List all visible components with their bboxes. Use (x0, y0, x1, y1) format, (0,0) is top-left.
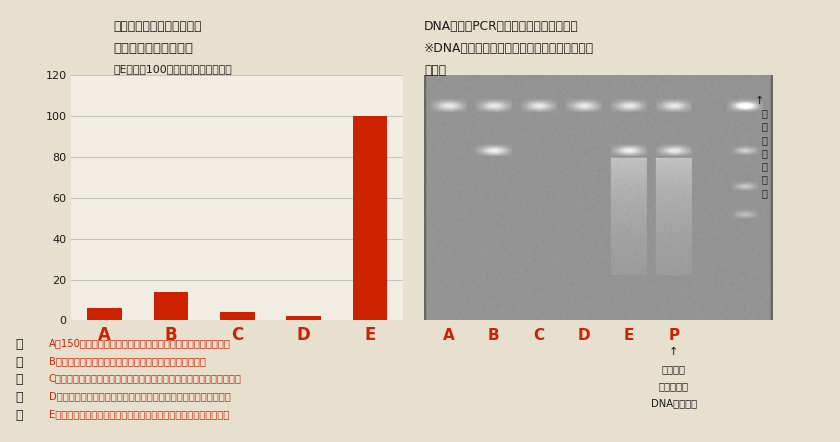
Text: E: E (623, 328, 634, 343)
Bar (220, 312, 255, 320)
Bar (286, 316, 321, 320)
Text: DNA分析（PCR法）の結果（電気泳動）: DNA分析（PCR法）の結果（電気泳動） (424, 20, 579, 33)
Text: B: B (488, 328, 500, 343)
Text: E：ふだん勇建工業で使っている中塗り土の原料の藁（混練り前）: E：ふだん勇建工業で使っている中塗り土の原料の藁（混練り前） (49, 409, 229, 419)
Text: ー: ー (761, 188, 767, 198)
Text: （Eの値を100とした相対比で示す）: （Eの値を100とした相対比で示す） (113, 64, 232, 74)
Text: C: C (533, 328, 544, 343)
Text: A：150年以上前から腐らせてある京都の中塗り土（長期発酵）: A：150年以上前から腐らせてある京都の中塗り土（長期発酵） (49, 338, 231, 348)
Text: P: P (669, 328, 680, 343)
Text: イ: イ (761, 122, 767, 132)
Text: 容: 容 (15, 409, 23, 422)
Text: 料: 料 (15, 356, 23, 369)
Text: 試: 試 (15, 338, 23, 351)
Text: B：ふだん勇建工業で施工している中塗り土（発酵済み）: B：ふだん勇建工業で施工している中塗り土（発酵済み） (49, 356, 206, 366)
Text: 内: 内 (15, 391, 23, 404)
Text: DNAを使用）: DNAを使用） (651, 398, 697, 408)
Text: 乾燥重量あたりで換算した: 乾燥重量あたりで換算した (113, 20, 202, 33)
Bar (87, 308, 122, 320)
Text: ※DNAのバンドが光るほどバチルス菌が多く存: ※DNAのバンドが光るほどバチルス菌が多く存 (424, 42, 595, 55)
Text: D：ふだん勇建工業で使っている中塗り土の原料の砂（混練り前）: D：ふだん勇建工業で使っている中塗り土の原料の砂（混練り前） (49, 391, 230, 401)
Text: 在する: 在する (424, 64, 446, 77)
Text: の: の (15, 373, 23, 386)
Text: サ: サ (761, 108, 767, 118)
Text: ー: ー (761, 161, 767, 171)
Bar (154, 292, 188, 320)
Text: （納豆菌の: （納豆菌の (659, 381, 689, 391)
Text: マ: マ (761, 148, 767, 158)
Bar (353, 116, 387, 320)
Text: 陽性対照: 陽性対照 (662, 365, 685, 375)
Text: ズ: ズ (761, 135, 767, 145)
Text: A: A (443, 328, 454, 343)
Text: ↑: ↑ (755, 96, 764, 106)
Text: C：ふだん勇建工業で使っている中塗り土の原料の粘土土（混練り前）: C：ふだん勇建工業で使っている中塗り土の原料の粘土土（混練り前） (49, 373, 242, 384)
Text: カ: カ (761, 175, 767, 185)
Text: バチルス属細菌存在量: バチルス属細菌存在量 (113, 42, 193, 55)
Text: ↑: ↑ (669, 347, 679, 357)
Text: D: D (578, 328, 591, 343)
